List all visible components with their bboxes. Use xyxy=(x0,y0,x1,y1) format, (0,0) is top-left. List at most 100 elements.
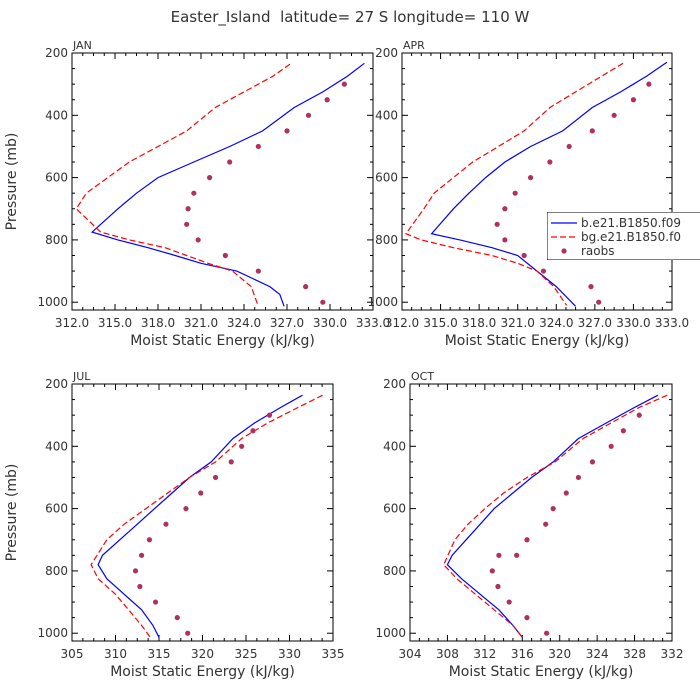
panel-jan: JAN 200 400 600 800 1000 312.0 315.0 318.0 321.0 3… xyxy=(4,39,390,349)
raobs-point xyxy=(506,599,512,605)
x-tick-label: 332 xyxy=(661,647,684,661)
series-line-bg-e21 xyxy=(442,394,668,638)
raobs-point xyxy=(527,175,534,181)
y-tick-label: 200 xyxy=(45,377,68,391)
y-tick-label: 800 xyxy=(375,233,398,247)
raobs-point xyxy=(185,206,191,212)
x-tick-label: 318.0 xyxy=(141,316,175,330)
y-tick-label: 1000 xyxy=(367,295,398,309)
x-tick-label: 312.0 xyxy=(55,316,89,330)
raobs-point xyxy=(284,128,290,134)
raobs-point xyxy=(303,284,309,290)
y-tick-label: 1000 xyxy=(37,626,68,640)
figure-title: Easter_Island latitude= 27 S longitude= … xyxy=(171,8,530,27)
x-tick-label: 312 xyxy=(473,647,496,661)
legend-label: bg.e21.B1850.f0 xyxy=(581,230,681,244)
raobs-point xyxy=(524,537,530,543)
x-tick-label: 315 xyxy=(148,647,171,661)
raobs-point xyxy=(547,159,553,165)
raobs-point xyxy=(183,506,189,512)
x-tick-label: 321.0 xyxy=(501,316,535,330)
x-axis-label: Moist Static Energy (kJ/kg) xyxy=(449,664,634,680)
x-tick-label: 315.0 xyxy=(423,316,457,330)
panel-title: JAN xyxy=(72,39,92,52)
panel-title: OCT xyxy=(411,370,434,383)
x-tick-label: 335 xyxy=(322,647,345,661)
raobs-point xyxy=(320,299,326,305)
series-line-b-e21 xyxy=(90,62,365,307)
x-tick-label: 328 xyxy=(623,647,646,661)
raobs-point xyxy=(566,143,572,150)
y-tick-label: 800 xyxy=(45,564,68,578)
y-tick-label: 400 xyxy=(45,108,68,122)
x-tick-label: 320 xyxy=(191,647,214,661)
raobs-point xyxy=(266,412,273,418)
raobs-point xyxy=(502,206,508,212)
legend-box xyxy=(547,212,700,260)
x-tick-label: 312.0 xyxy=(385,316,419,330)
x-tick-label: 316 xyxy=(511,647,534,661)
x-tick-label: 325 xyxy=(235,647,258,661)
panel-apr: APR 200 400 600 800 1000 312.0 315.0 318.0 321.0 3… xyxy=(367,39,689,349)
y-tick-label: 800 xyxy=(45,233,68,247)
x-tick-label: 333.0 xyxy=(356,316,390,330)
data-layer xyxy=(75,62,365,307)
raobs-point xyxy=(496,552,502,558)
raobs-point xyxy=(305,112,312,118)
series-line-b-e21 xyxy=(97,394,303,638)
y-tick-label: 600 xyxy=(45,171,68,185)
panel-oct: OCT 200 400 600 800 1000 304 308 312 316 320 324 328… xyxy=(375,370,683,680)
raobs-point xyxy=(550,506,556,512)
raobs-point xyxy=(495,583,501,590)
x-tick-label: 321.0 xyxy=(184,316,218,330)
x-tick-label: 330 xyxy=(278,647,301,661)
panel-title: JUL xyxy=(72,370,91,383)
y-tick-label: 400 xyxy=(45,439,68,453)
raobs-point xyxy=(146,537,153,543)
raobs-point xyxy=(163,521,169,527)
raobs-point xyxy=(489,568,495,574)
x-tick-label: 324 xyxy=(586,647,609,661)
x-tick-label: 320 xyxy=(548,647,571,661)
legend-label: b.e21.B1850.f09 xyxy=(581,216,681,230)
data-layer xyxy=(404,61,668,307)
series-line-bg-e21 xyxy=(404,62,624,306)
y-tick-label: 600 xyxy=(383,502,406,516)
raobs-point xyxy=(502,237,508,243)
raobs-point xyxy=(646,81,652,87)
raobs-point xyxy=(195,237,201,243)
x-tick-label: 333.0 xyxy=(655,316,689,330)
raobs-point xyxy=(512,190,518,196)
raobs-point xyxy=(514,552,520,558)
raobs-point xyxy=(228,459,234,465)
raobs-point xyxy=(524,615,530,621)
raobs-point xyxy=(543,521,549,527)
y-tick-label: 400 xyxy=(375,108,398,122)
raobs-point xyxy=(636,412,642,418)
raobs-point xyxy=(184,221,190,227)
x-tick-label: 327.0 xyxy=(578,316,612,330)
x-axis-label: Moist Static Energy (kJ/kg) xyxy=(445,333,630,349)
raobs-point xyxy=(589,128,595,134)
raobs-point xyxy=(620,428,626,434)
panel-title: APR xyxy=(403,39,425,52)
series-line-bg-e21 xyxy=(75,63,291,307)
y-tick-label: 800 xyxy=(383,564,406,578)
data-layer xyxy=(90,394,323,638)
raobs-point xyxy=(198,490,204,496)
series-line-b-e21 xyxy=(446,394,659,638)
x-tick-label: 310 xyxy=(104,647,127,661)
y-tick-label: 600 xyxy=(45,502,68,516)
raobs-point xyxy=(521,252,527,259)
y-tick-label: 200 xyxy=(45,46,68,60)
panel-jul: JUL 200 400 600 800 1000 305 310 315 320 325 330 335… xyxy=(4,370,344,680)
x-tick-label: 308 xyxy=(436,647,459,661)
raobs-point xyxy=(255,268,261,274)
raobs-point xyxy=(250,428,256,434)
legend-label: raobs xyxy=(581,244,615,258)
y-axis-label: Pressure (mb) xyxy=(4,133,20,231)
raobs-point xyxy=(139,552,145,558)
y-tick-label: 1000 xyxy=(37,295,68,309)
